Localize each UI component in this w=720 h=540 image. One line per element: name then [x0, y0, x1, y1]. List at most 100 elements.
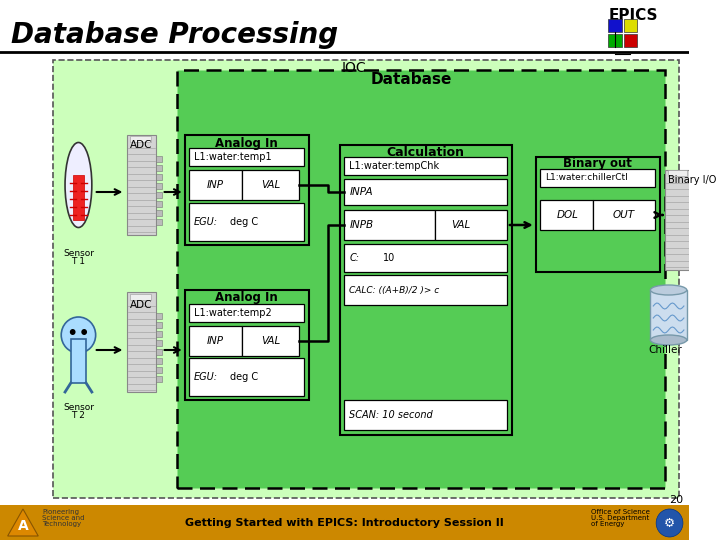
Bar [156, 358, 162, 364]
Bar [156, 322, 162, 328]
Text: ⚙: ⚙ [664, 516, 675, 530]
Text: VAL: VAL [261, 180, 280, 190]
Bar [130, 294, 151, 300]
Ellipse shape [65, 143, 92, 227]
Bar [184, 290, 309, 400]
Text: A: A [17, 519, 28, 533]
Text: ADC: ADC [130, 300, 153, 310]
Text: INP: INP [207, 180, 224, 190]
Text: INPB: INPB [350, 220, 374, 230]
Ellipse shape [650, 285, 687, 295]
Bar [344, 210, 435, 240]
Bar [435, 210, 507, 240]
Bar [340, 145, 512, 435]
Bar [189, 326, 242, 356]
Text: 10: 10 [382, 253, 395, 263]
Text: Science and: Science and [42, 515, 84, 521]
Bar [691, 209, 697, 215]
Text: EGU:: EGU: [194, 372, 218, 382]
Text: of Energy: of Energy [591, 521, 624, 527]
Bar [156, 313, 162, 319]
Bar [177, 70, 665, 488]
Bar [189, 148, 304, 166]
Circle shape [656, 509, 683, 537]
Text: Sensor: Sensor [63, 403, 94, 413]
Bar [156, 340, 162, 346]
Bar [156, 367, 162, 373]
Circle shape [70, 329, 76, 335]
Bar [53, 60, 679, 498]
Bar [8, 509, 38, 536]
Text: Calculation: Calculation [387, 145, 464, 159]
Bar [156, 192, 162, 198]
Text: INP: INP [207, 336, 224, 346]
Bar [593, 200, 655, 230]
Text: DOL: DOL [557, 210, 578, 220]
Bar [0, 505, 688, 540]
Bar [242, 326, 300, 356]
Bar [156, 219, 162, 225]
Bar [691, 245, 697, 251]
Bar [665, 170, 691, 270]
Bar [189, 304, 304, 322]
Text: Analog In: Analog In [215, 292, 278, 305]
Text: L1:water:temp2: L1:water:temp2 [194, 308, 272, 318]
Polygon shape [8, 509, 38, 536]
Bar [71, 339, 86, 383]
Text: Chiller: Chiller [648, 345, 682, 355]
Text: C:: C: [350, 253, 360, 263]
Bar [650, 290, 687, 340]
Bar [624, 34, 637, 47]
Bar [344, 275, 507, 305]
Bar [667, 170, 687, 176]
Text: U.S. Department: U.S. Department [591, 515, 649, 521]
Bar [691, 236, 697, 242]
Bar [344, 157, 507, 175]
Bar [156, 174, 162, 180]
Text: 20: 20 [670, 495, 684, 505]
Text: T 2: T 2 [71, 411, 86, 421]
Bar [156, 349, 162, 355]
Bar [130, 136, 151, 142]
Text: T 1: T 1 [71, 258, 86, 267]
Text: EGU:: EGU: [194, 217, 218, 227]
Bar [156, 201, 162, 207]
Text: Analog In: Analog In [215, 137, 278, 150]
Text: INPA: INPA [350, 187, 374, 197]
Text: Binary out: Binary out [563, 158, 632, 171]
Bar [156, 156, 162, 162]
Text: ADC: ADC [130, 140, 153, 150]
Text: SCAN: 10 second: SCAN: 10 second [349, 410, 433, 420]
Text: Technology: Technology [42, 521, 81, 527]
Bar [541, 169, 655, 187]
Text: deg C: deg C [230, 372, 258, 382]
Text: Sensor: Sensor [63, 249, 94, 259]
Ellipse shape [650, 335, 687, 345]
Bar [242, 170, 300, 200]
Bar [73, 175, 84, 220]
Bar [541, 200, 593, 230]
Text: VAL: VAL [451, 220, 471, 230]
Text: Pioneering: Pioneering [42, 509, 79, 515]
Bar [184, 135, 309, 245]
Text: IOC: IOC [341, 61, 366, 75]
Circle shape [81, 329, 87, 335]
Text: L1:water:tempChk: L1:water:tempChk [349, 161, 439, 171]
Circle shape [61, 317, 96, 353]
Bar [691, 254, 697, 260]
Bar [608, 34, 622, 47]
Text: OUT: OUT [613, 210, 635, 220]
Bar [536, 157, 660, 272]
Text: CALC: ((A+B)/2 )> c: CALC: ((A+B)/2 )> c [349, 286, 439, 294]
Bar [344, 400, 507, 430]
Bar [624, 19, 637, 32]
Text: L1:water:chillerCtl: L1:water:chillerCtl [545, 173, 628, 183]
Bar [156, 183, 162, 189]
Text: deg C: deg C [230, 217, 258, 227]
Bar [156, 376, 162, 382]
Text: L1:water:temp1: L1:water:temp1 [194, 152, 271, 162]
Bar [156, 331, 162, 337]
Bar [691, 218, 697, 224]
Text: Binary I/O: Binary I/O [667, 175, 716, 185]
Text: Getting Started with EPICS: Introductory Session II: Getting Started with EPICS: Introductory… [185, 518, 504, 528]
